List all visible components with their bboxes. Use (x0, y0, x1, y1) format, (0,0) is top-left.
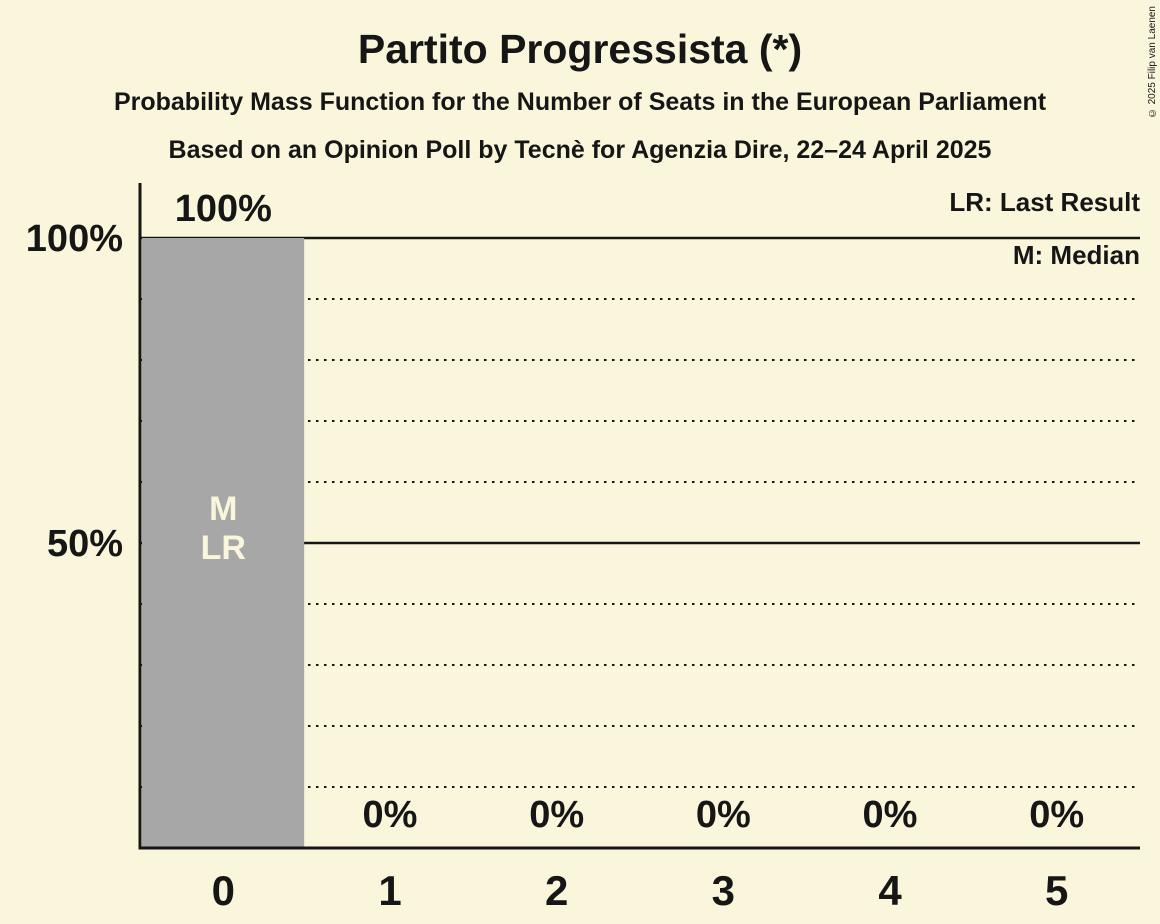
copyright-text: © 2025 Filip van Laenen (1147, 6, 1158, 119)
chart-source-line: Based on an Opinion Poll by Tecnè for Ag… (168, 136, 992, 164)
bar-annotation-m: M (209, 490, 237, 528)
bar-value-label-0: 100% (175, 188, 272, 230)
y-tick-label-50: 50% (47, 523, 123, 565)
x-tick-label-2: 2 (545, 867, 568, 914)
bar-value-label-2: 0% (529, 794, 584, 836)
bar-value-label-5: 0% (1029, 794, 1084, 836)
x-tick-label-3: 3 (712, 867, 735, 914)
x-tick-label-0: 0 (212, 867, 235, 914)
y-tick-label-100: 100% (26, 218, 123, 260)
legend-last-result-label: LR: Last Result (949, 187, 1140, 217)
x-tick-label-5: 5 (1045, 867, 1068, 914)
bar-value-label-4: 0% (863, 794, 918, 836)
chart-subtitle: Probability Mass Function for the Number… (113, 88, 1047, 116)
x-tick-label-1: 1 (378, 867, 401, 914)
bar-seats-0 (142, 238, 305, 848)
x-tick-label-4: 4 (878, 867, 902, 914)
bar-value-label-1: 0% (363, 794, 418, 836)
chart-title: Partito Progressista (*) (357, 26, 803, 72)
bar-value-label-3: 0% (696, 794, 751, 836)
legend-median-label: M: Median (1012, 240, 1140, 270)
bar-annotation-lr: LR (201, 529, 246, 567)
